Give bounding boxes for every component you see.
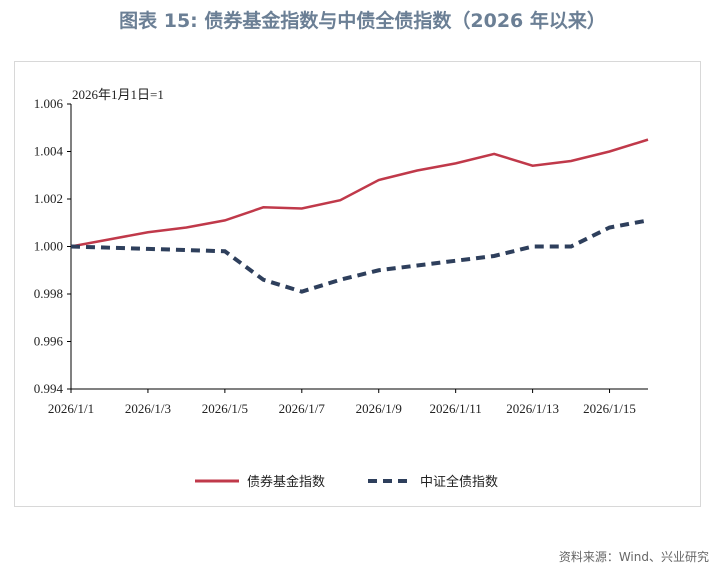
source-note: 资料来源：Wind、兴业研究 bbox=[558, 550, 709, 564]
chart-title: 图表 15: 债券基金指数与中债全债指数（2026 年以来） bbox=[119, 10, 606, 32]
chart-frame bbox=[14, 61, 701, 507]
legend-label: 中证全债指数 bbox=[420, 474, 498, 490]
series-line-1 bbox=[70, 138, 649, 248]
y-tick-label: 1.000 bbox=[34, 239, 63, 254]
y-tick-label: 1.004 bbox=[34, 144, 64, 159]
x-tick-label: 2026/1/3 bbox=[125, 401, 171, 416]
x-tick-label: 2026/1/1 bbox=[48, 401, 94, 416]
series-line-2 bbox=[70, 218, 649, 294]
x-tick-label: 2026/1/11 bbox=[430, 401, 482, 416]
y-tick-label: 1.002 bbox=[34, 191, 63, 206]
y-tick-label: 0.998 bbox=[34, 286, 63, 301]
y-tick-label: 0.994 bbox=[34, 381, 64, 396]
x-tick-label: 2026/1/13 bbox=[506, 401, 559, 416]
legend-label: 债券基金指数 bbox=[247, 474, 325, 490]
index-base-annotation: 2026年1月1日=1 bbox=[72, 87, 164, 102]
x-tick-label: 2026/1/9 bbox=[356, 401, 402, 416]
y-tick-label: 0.996 bbox=[34, 334, 64, 349]
x-tick-label: 2026/1/7 bbox=[279, 401, 326, 416]
x-tick-label: 2026/1/15 bbox=[583, 401, 636, 416]
x-tick-label: 2026/1/5 bbox=[202, 401, 248, 416]
y-tick-label: 1.006 bbox=[34, 96, 64, 111]
